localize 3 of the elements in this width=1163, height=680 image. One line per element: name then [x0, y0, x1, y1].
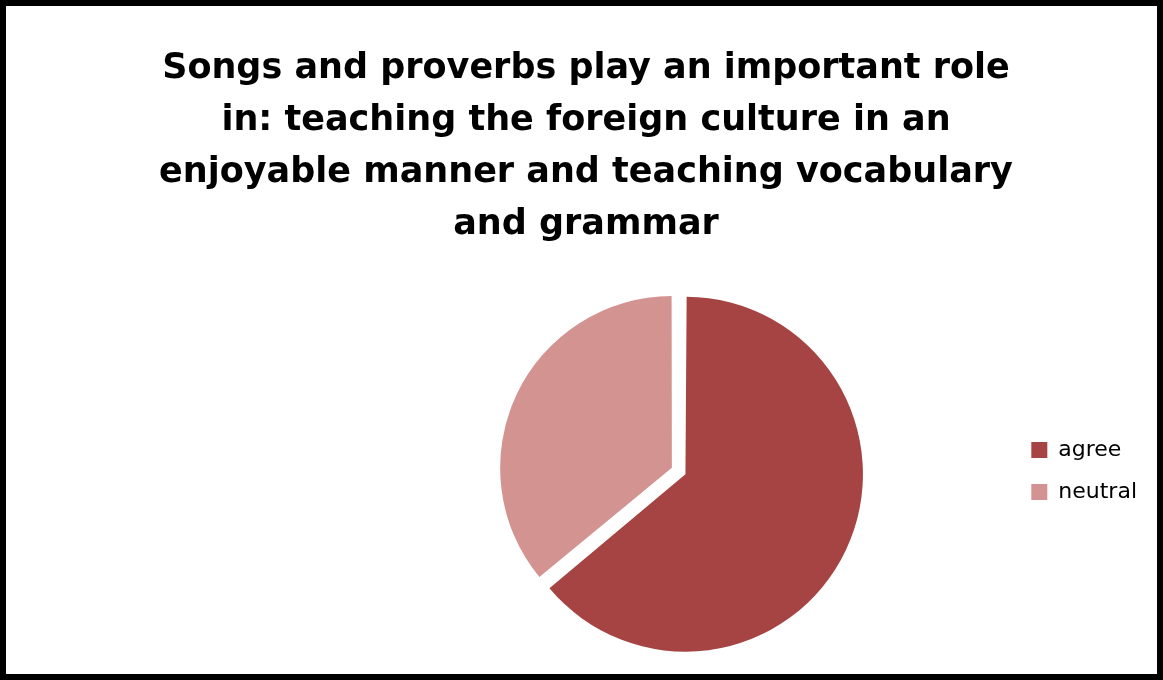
chart-title: Songs and proverbs play an important role in: teaching the foreign culture in an enjoyable manner and teaching vocabulary and grammar: [158, 45, 1014, 244]
legend-label: agree: [1058, 435, 1122, 461]
legend-label: neutral: [1058, 477, 1137, 503]
